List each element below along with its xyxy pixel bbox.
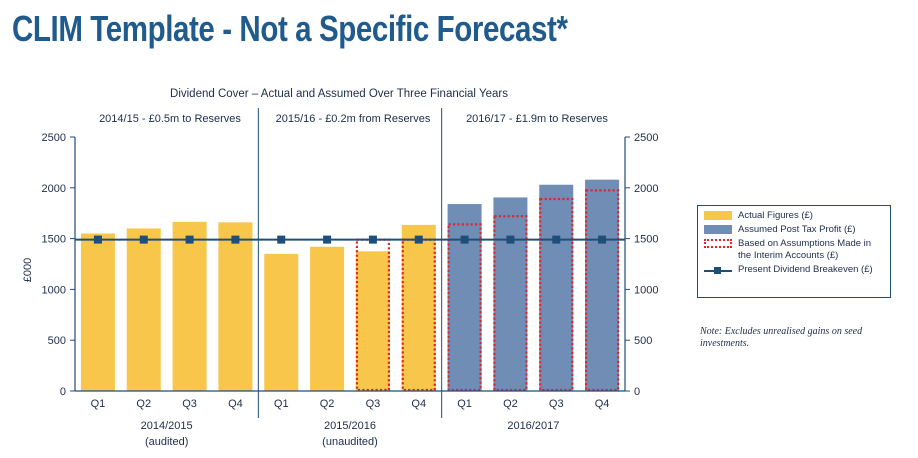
legend-label-dotted-line1: Based on Assumptions Made in [738, 238, 872, 249]
legend-item-assumed: Assumed Post Tax Profit (£) [704, 224, 884, 236]
y-tick-label-right: 2000 [634, 183, 658, 195]
y-tick-label-left: 500 [48, 335, 66, 347]
legend-label-dotted-line2: the Interim Accounts (£) [738, 250, 839, 261]
legend-item-breakeven: Present Dividend Breakeven (£) [704, 264, 884, 277]
actual-bar [310, 246, 345, 391]
period-sublabel: (unaudited) [322, 436, 378, 448]
y-tick-label-right: 1000 [634, 284, 658, 296]
breakeven-marker [460, 235, 469, 244]
y-tick-label-right: 500 [634, 335, 652, 347]
breakeven-marker [93, 235, 102, 244]
legend-label-actual: Actual Figures (£) [738, 210, 813, 221]
y-tick-label-right: 0 [634, 386, 640, 398]
x-tick-label: Q1 [457, 398, 472, 410]
actual-bar [126, 228, 161, 391]
actual-bar [401, 224, 436, 391]
assumed-bar [585, 179, 620, 391]
chart-title: Dividend Cover – Actual and Assumed Over… [170, 88, 508, 100]
breakeven-marker [185, 235, 194, 244]
assumed-bar [493, 197, 528, 391]
x-tick-label: Q1 [274, 398, 289, 410]
interim-assumption-bar [355, 238, 391, 392]
assumed-bar [447, 204, 482, 391]
legend-label-dotted: Based on Assumptions Made in the Interim… [738, 238, 871, 262]
breakeven-marker [323, 235, 332, 244]
period-header: 2016/17 - £1.9m to Reserves [466, 113, 608, 125]
legend-item-actual: Actual Figures (£) [704, 210, 884, 222]
legend-swatch-dotted [704, 239, 732, 248]
actual-bar [264, 253, 299, 391]
x-tick-label: Q2 [320, 398, 335, 410]
x-tick-label: Q2 [503, 398, 518, 410]
x-tick-label: Q4 [228, 398, 243, 410]
x-tick-label: Q4 [411, 398, 426, 410]
breakeven-marker [368, 235, 377, 244]
y-tick-label-left: 1000 [42, 284, 66, 296]
actual-bar [172, 221, 207, 391]
breakeven-marker [139, 235, 148, 244]
breakeven-marker [231, 235, 240, 244]
interim-assumption-bar [493, 215, 528, 392]
period-label: 2014/2015 [141, 420, 193, 432]
interim-assumption-bar [584, 189, 620, 392]
legend-swatch-assumed [704, 225, 732, 234]
x-tick-label: Q4 [595, 398, 610, 410]
interim-assumption-bar [447, 223, 482, 392]
chart-note: Note: Excludes unrealised gains on seed … [700, 326, 863, 349]
x-tick-label: Q3 [182, 398, 197, 410]
period-label: 2016/2017 [507, 420, 559, 432]
x-tick-label: Q1 [91, 398, 106, 410]
breakeven-marker [506, 235, 515, 244]
legend-label-breakeven: Present Dividend Breakeven (£) [738, 264, 873, 275]
period-label: 2015/2016 [324, 420, 376, 432]
legend-label-assumed: Assumed Post Tax Profit (£) [738, 224, 856, 235]
y-tick-label-left: 1500 [42, 234, 66, 246]
y-tick-label-left: 0 [60, 386, 66, 398]
y-axis-label: £000 [22, 258, 34, 282]
x-tick-label: Q3 [549, 398, 564, 410]
actual-bar [355, 251, 390, 391]
legend-swatch-breakeven [704, 265, 732, 277]
y-tick-label-right: 1500 [634, 234, 658, 246]
assumed-bar [539, 184, 574, 391]
actual-bar [80, 233, 115, 391]
interim-assumption-bar [539, 197, 574, 392]
x-tick-label: Q3 [366, 398, 381, 410]
actual-bar [218, 222, 253, 391]
breakeven-marker [598, 235, 607, 244]
y-tick-label-right: 2500 [634, 132, 658, 144]
page-title: CLIM Template - Not a Specific Forecast* [12, 8, 568, 49]
interim-assumption-bar [401, 238, 436, 392]
legend-item-dotted: Based on Assumptions Made in the Interim… [704, 238, 884, 262]
y-tick-label-left: 2500 [42, 132, 66, 144]
period-header: 2014/15 - £0.5m to Reserves [99, 113, 241, 125]
legend-swatch-actual [704, 211, 732, 220]
x-tick-label: Q2 [136, 398, 151, 410]
chart-legend: Actual Figures (£) Assumed Post Tax Prof… [697, 205, 891, 298]
y-tick-label-left: 2000 [42, 183, 66, 195]
period-header: 2015/16 - £0.2m from Reserves [276, 113, 431, 125]
breakeven-marker [277, 235, 286, 244]
breakeven-marker [552, 235, 561, 244]
period-sublabel: (audited) [145, 436, 188, 448]
breakeven-marker [414, 235, 423, 244]
